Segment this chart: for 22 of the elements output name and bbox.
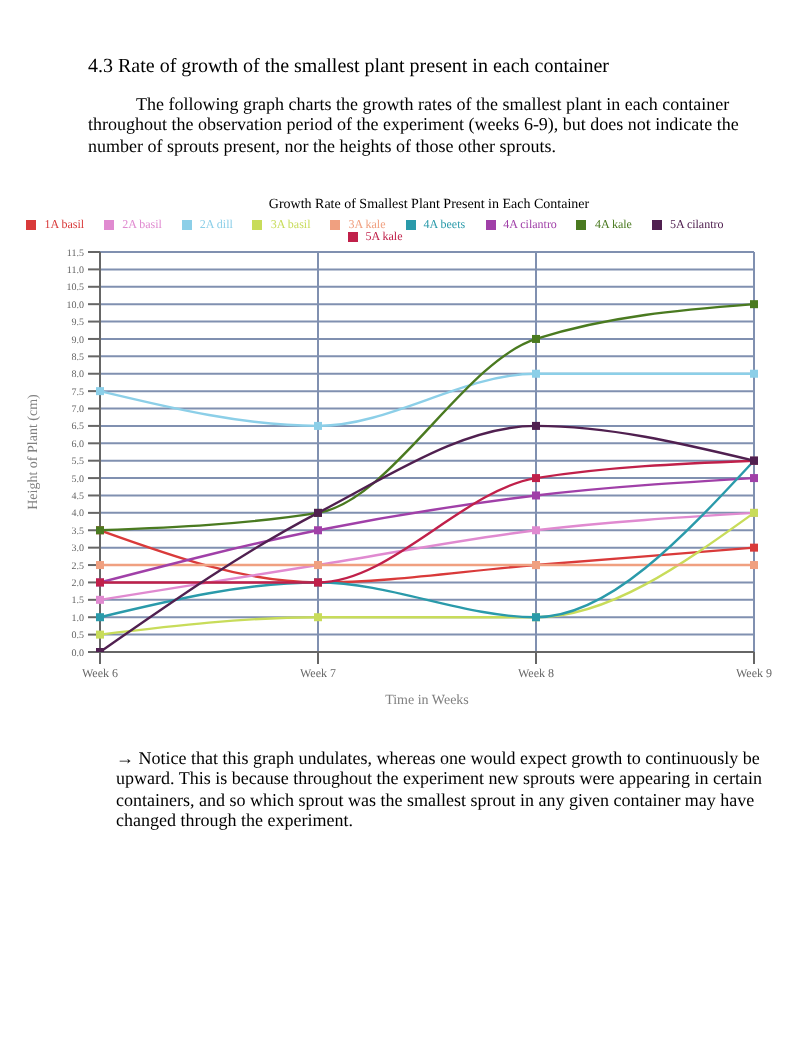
point	[532, 526, 540, 535]
point	[750, 300, 758, 309]
point	[532, 335, 540, 344]
text: The following graph charts the growth rates of the smallest plant in each container throughout the observation period of the experiment (weeks 6-9), but does not indicate the number of sprouts present, nor the heights of those other sprouts.	[88, 94, 741, 157]
point	[96, 595, 104, 604]
point	[96, 387, 104, 396]
point	[314, 613, 322, 622]
point	[532, 474, 540, 483]
point	[750, 474, 758, 483]
point	[532, 369, 540, 378]
point	[314, 526, 322, 535]
point	[314, 421, 322, 430]
point	[532, 421, 540, 430]
point	[750, 369, 758, 378]
text: 4.3 Rate of growth of the smallest plant present in each container	[88, 56, 611, 78]
point	[532, 491, 540, 500]
point	[750, 543, 758, 552]
point	[96, 630, 104, 639]
point	[96, 561, 104, 570]
point	[96, 613, 104, 622]
text: → Notice that this graph undulates, whereas one would expect growth to continuously be upward. This is because throughout the experiment new sprouts were appearing in certain containers, and so which sprout was the smallest sprout in any given container may have changed through the experiment.	[116, 748, 762, 831]
point	[750, 561, 758, 570]
